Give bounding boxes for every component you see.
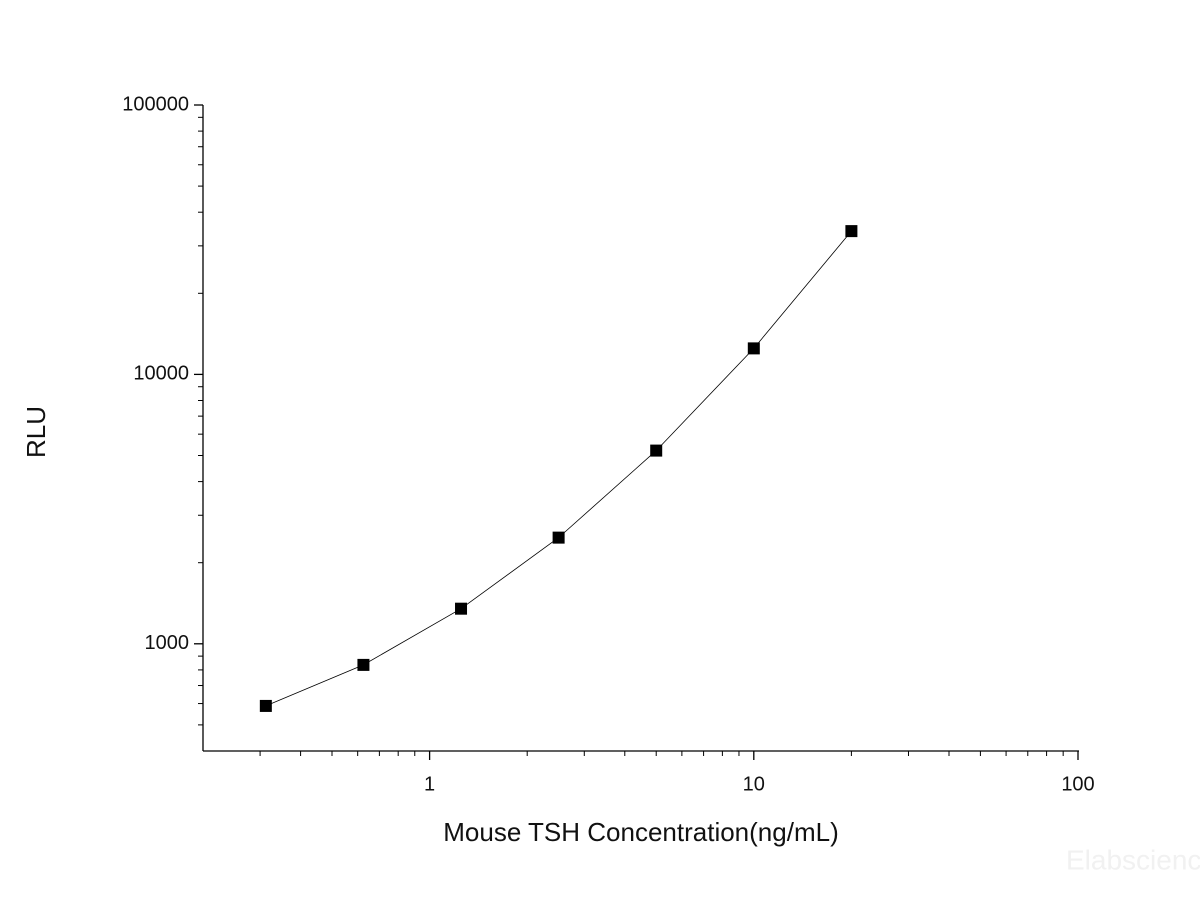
x-tick-label: 1 [424,773,435,795]
x-tick-label: 10 [743,773,765,795]
x-axis-label: Mouse TSH Concentration(ng/mL) [443,817,838,847]
point [552,531,565,544]
y-tick-label: 10000 [133,363,189,385]
point [650,444,663,457]
y-tick-label: 1000 [145,632,190,654]
watermark: Elabscience [1066,844,1200,875]
y-axis-label: RLU [21,406,51,458]
point [455,602,468,615]
curve [265,230,852,707]
point [747,342,760,355]
x-tick-label: 100 [1061,773,1094,795]
point [357,658,370,671]
point [259,699,272,712]
y-tick-label: 100000 [122,93,189,115]
point [845,225,858,238]
